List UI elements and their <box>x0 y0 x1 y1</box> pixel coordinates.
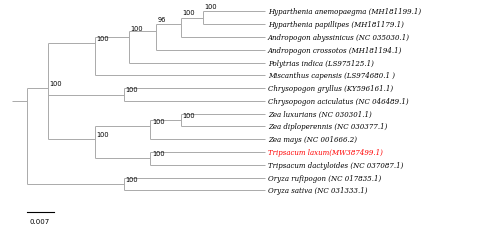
Text: 100: 100 <box>96 36 109 42</box>
Text: 100: 100 <box>204 4 217 10</box>
Text: Polytrias indica (LS975125.1): Polytrias indica (LS975125.1) <box>268 59 374 67</box>
Text: Zea diploperennis (NC 030377.1): Zea diploperennis (NC 030377.1) <box>268 123 388 131</box>
Text: 96: 96 <box>157 17 166 23</box>
Text: 100: 100 <box>125 176 138 182</box>
Text: Oryza sativa (NC 031333.1): Oryza sativa (NC 031333.1) <box>268 187 368 195</box>
Text: Hyparthenia papillipes (MH181179.1): Hyparthenia papillipes (MH181179.1) <box>268 21 404 29</box>
Text: Oryza rufipogon (NC 017835.1): Oryza rufipogon (NC 017835.1) <box>268 174 381 182</box>
Text: Zea mays (NC 001666.2): Zea mays (NC 001666.2) <box>268 136 357 144</box>
Text: 100: 100 <box>50 80 62 86</box>
Text: Miscanthus capensis (LS974680.1 ): Miscanthus capensis (LS974680.1 ) <box>268 72 395 80</box>
Text: Tripsacum dactyloides (NC 037087.1): Tripsacum dactyloides (NC 037087.1) <box>268 161 404 169</box>
Text: 100: 100 <box>130 26 143 32</box>
Text: Chrysopogon gryllus (KY596161.1): Chrysopogon gryllus (KY596161.1) <box>268 85 393 93</box>
Text: 100: 100 <box>96 131 109 137</box>
Text: 0.007: 0.007 <box>29 218 50 224</box>
Text: 100: 100 <box>152 119 165 125</box>
Text: 100: 100 <box>152 151 165 156</box>
Text: 100: 100 <box>182 112 195 118</box>
Text: Chrysopogon aciculatus (NC 046489.1): Chrysopogon aciculatus (NC 046489.1) <box>268 97 408 105</box>
Text: 100: 100 <box>125 87 138 93</box>
Text: Andropogon crossotos (MH181194.1): Andropogon crossotos (MH181194.1) <box>268 47 402 54</box>
Text: Andropogon abyssinicus (NC 035030.1): Andropogon abyssinicus (NC 035030.1) <box>268 34 410 42</box>
Text: Tripsacum laxum(MW387499.1): Tripsacum laxum(MW387499.1) <box>268 148 383 156</box>
Text: Hyparthenia anemopaegma (MH181199.1): Hyparthenia anemopaegma (MH181199.1) <box>268 8 421 16</box>
Text: Zea luxurians (NC 030301.1): Zea luxurians (NC 030301.1) <box>268 110 372 118</box>
Text: 100: 100 <box>182 10 195 16</box>
